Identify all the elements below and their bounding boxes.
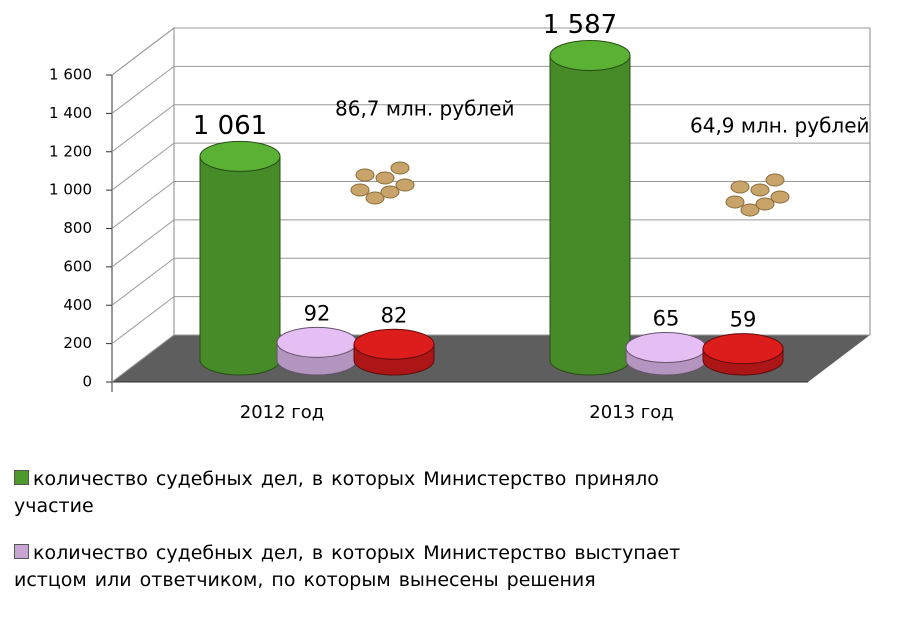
coin	[365, 191, 385, 205]
coin	[730, 180, 750, 194]
value-label: 82	[381, 303, 408, 327]
coin	[350, 183, 370, 197]
annotation: 64,9 млн. рублей	[690, 114, 870, 138]
value-label: 65	[653, 307, 680, 331]
grid-line	[111, 142, 175, 191]
coin	[395, 178, 415, 192]
grid-line	[111, 27, 175, 76]
grid-line	[111, 257, 175, 306]
coin	[755, 197, 775, 211]
y-tick-label: 1 200	[49, 142, 92, 160]
legend-label: количество судебных дел, в которых Минис…	[14, 468, 659, 517]
value-label: 1 587	[543, 10, 617, 40]
y-tick-label: 1 400	[49, 104, 92, 122]
annotation: 86,7 млн. рублей	[335, 97, 515, 121]
coin	[750, 183, 770, 197]
bar-top	[549, 39, 631, 71]
bar-top	[276, 326, 358, 358]
bar-top	[702, 333, 784, 365]
bar	[199, 155, 281, 376]
bar-top	[625, 332, 707, 364]
legend-swatch	[14, 470, 29, 485]
chart: 0 200 400 600 800 1 000 1 200 1 400 1 600 2012 го…	[49, 10, 871, 423]
value-label: 59	[730, 308, 757, 332]
coin	[765, 173, 785, 187]
legend-entry: количество судебных дел, в которых Минис…	[14, 540, 734, 594]
x-tick-label: 2012 год	[240, 402, 324, 423]
y-tick-label: 200	[63, 334, 92, 352]
y-tick-label: 400	[63, 296, 92, 314]
y-tick-label: 0	[82, 373, 92, 391]
coin	[770, 190, 790, 204]
coin	[375, 171, 395, 185]
coin	[725, 195, 745, 209]
grid-line	[111, 296, 175, 345]
grid-line	[111, 104, 175, 153]
legend-label: количество судебных дел, в которых Минис…	[14, 542, 681, 591]
x-tick-label: 2013 год	[589, 402, 673, 423]
coin	[740, 203, 760, 217]
coin	[390, 161, 410, 175]
grid-line	[111, 65, 175, 114]
y-tick-label: 600	[63, 257, 92, 275]
y-tick-label: 800	[63, 219, 92, 237]
grid-line	[111, 181, 175, 229]
bar-top	[353, 328, 435, 360]
legend-entry: количество судебных дел, в которых Минис…	[14, 466, 734, 520]
value-label: 92	[304, 301, 331, 325]
legend-swatch	[14, 544, 29, 559]
grid-line	[111, 334, 175, 383]
coin	[380, 185, 400, 199]
grid-line	[111, 219, 175, 268]
bar	[549, 54, 631, 376]
value-label: 1 061	[193, 111, 267, 141]
y-tick-label: 1 000	[49, 181, 92, 199]
coin	[355, 168, 375, 182]
bar-top	[199, 140, 281, 172]
y-tick-label: 1 600	[49, 66, 92, 84]
